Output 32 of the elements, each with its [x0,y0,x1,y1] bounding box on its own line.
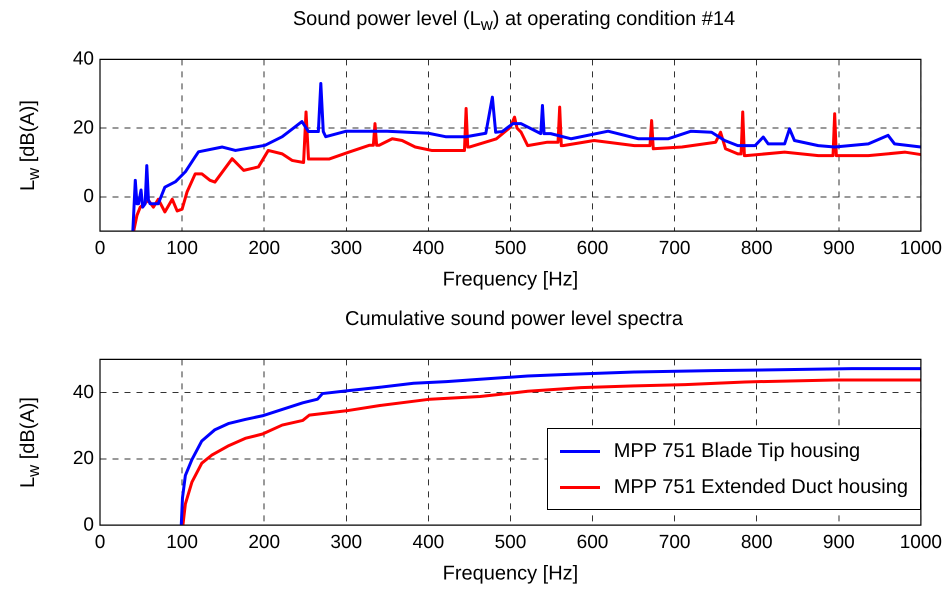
x-tick-label: 700 [658,238,690,259]
x-tick-label: 100 [166,532,198,553]
x-tick-label: 100 [166,238,198,259]
x-tick-label: 300 [330,532,362,553]
chart-title: Sound power level (L$_{w}$) at operating condition #14 [292,8,736,35]
y-tick-label: 20 [72,448,94,470]
legend-label: MPP 751 Blade Tip housing [614,440,860,462]
x-tick-label: 300 [330,238,362,259]
y-tick-label: 40 [72,382,94,403]
x-tick-label: 900 [822,238,855,259]
x-tick-label: 1000 [900,238,942,259]
x-tick-label: 600 [576,238,608,259]
x-axis-title: Frequency [Hz] [442,562,578,585]
x-tick-label: 800 [740,238,773,259]
y-tick-label: 0 [83,514,94,536]
y-tick-label: 40 [72,48,94,70]
chart-title: Cumulative sound power level spectra [344,308,684,331]
x-tick-label: 400 [412,532,444,553]
x-axis-title: Frequency [Hz] [442,268,578,291]
y-tick-label: 0 [83,186,94,208]
x-tick-label: 700 [658,532,690,553]
legend-label: MPP 751 Extended Duct housing [614,476,908,498]
x-tick-label: 200 [248,238,280,259]
x-tick-label: 400 [412,238,444,259]
x-tick-label: 500 [494,532,526,553]
x-tick-label: 600 [576,532,608,553]
x-tick-label: 1000 [900,532,942,553]
x-tick-label: 200 [248,532,280,553]
y-tick-label: 20 [72,117,94,138]
x-tick-label: 800 [740,532,773,553]
x-tick-label: 900 [822,532,855,553]
x-tick-label: 500 [494,238,526,259]
